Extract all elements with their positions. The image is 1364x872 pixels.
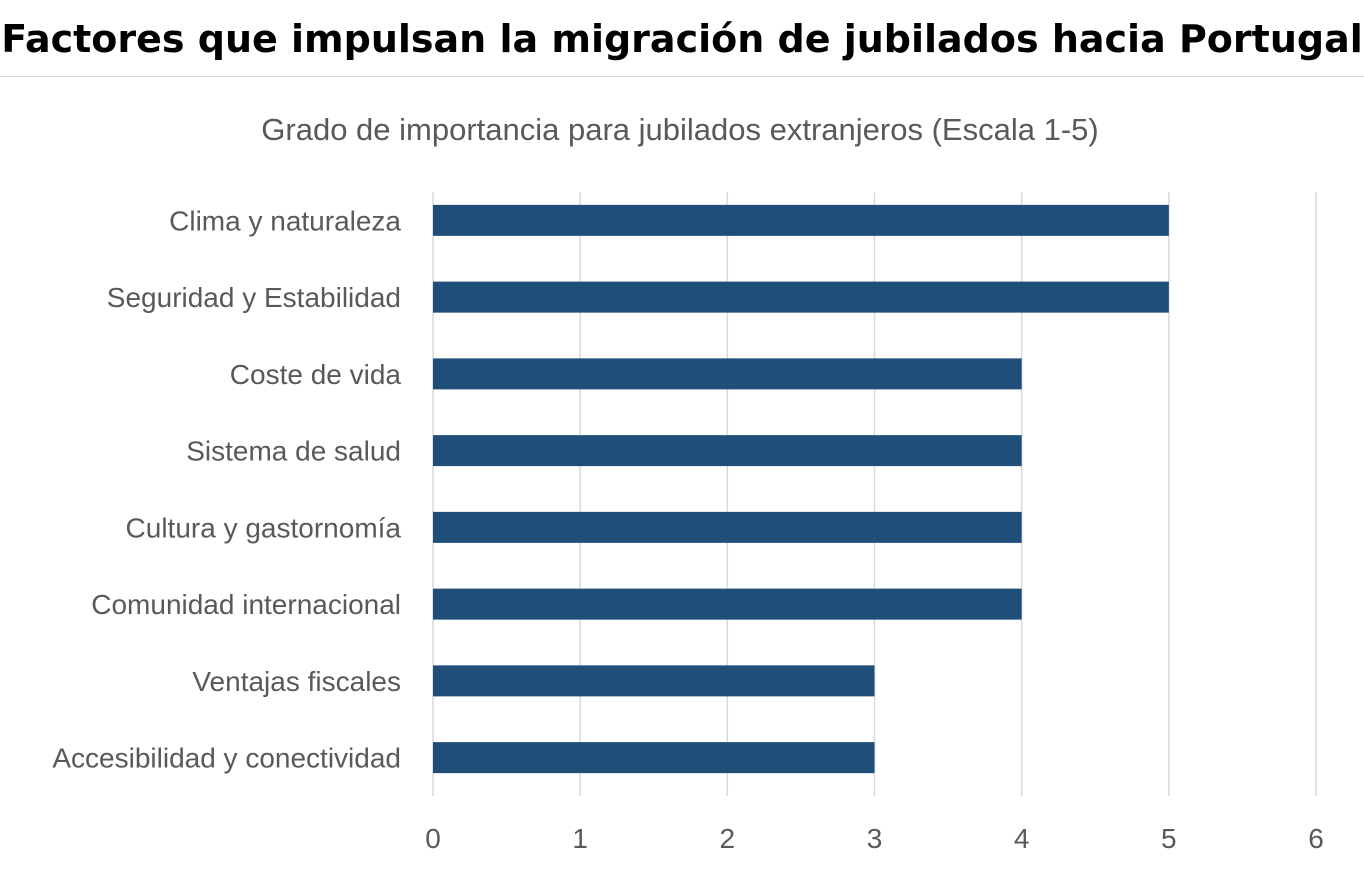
bar [433,435,1022,467]
x-tick-label: 6 [1308,823,1324,854]
x-tick-label: 3 [867,823,883,854]
bar [433,281,1169,313]
bar [433,204,1169,236]
bar [433,742,875,774]
x-tick-label: 5 [1161,823,1177,854]
category-label: Accesibilidad y conectividad [52,743,401,774]
bar [433,358,1022,390]
x-tick-label: 1 [572,823,588,854]
category-label: Seguridad y Estabilidad [107,282,401,313]
category-label: Ventajas fiscales [192,666,401,697]
x-tick-label: 4 [1014,823,1030,854]
x-tick-label: 0 [425,823,441,854]
page-title: Factores que impulsan la migración de ju… [1,17,1363,61]
category-label: Comunidad internacional [91,589,401,620]
category-label: Sistema de salud [186,436,401,467]
bar [433,588,1022,620]
category-labels: Clima y naturaleza Seguridad y Estabilida… [52,205,401,773]
chart-title: Grado de importancia para jubilados extr… [261,112,1098,147]
x-tick-label: 2 [720,823,736,854]
category-label: Clima y naturaleza [169,205,401,236]
category-label: Coste de vida [230,359,402,390]
title-divider [0,76,1364,77]
bar [433,665,875,697]
category-label: Cultura y gastornomía [126,512,402,543]
bar [433,511,1022,543]
bars [433,204,1169,774]
x-axis-ticks: 0 1 2 3 4 5 6 [425,823,1324,854]
